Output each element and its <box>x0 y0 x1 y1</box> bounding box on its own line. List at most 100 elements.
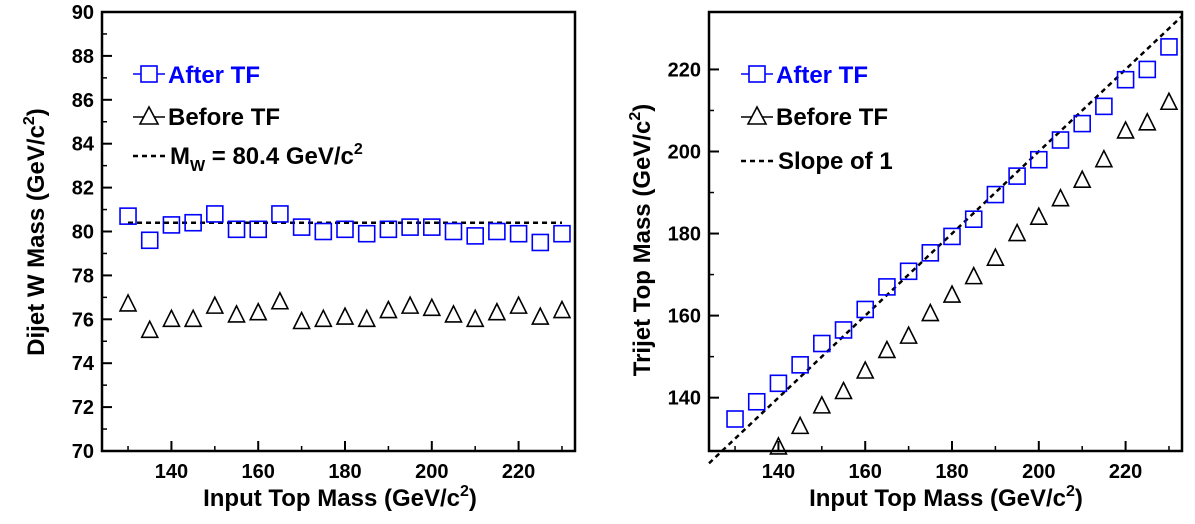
x-tick-label: 160 <box>849 461 882 483</box>
plot-marks <box>708 15 1183 465</box>
data-point-before-tf <box>834 380 853 400</box>
data-point-before-tf <box>118 293 138 312</box>
x-axis-label-superscript: 2 <box>1066 483 1075 500</box>
x-tick-label: 180 <box>328 461 361 483</box>
data-point-after-tf <box>1051 131 1070 149</box>
data-point-after-tf <box>314 222 333 241</box>
data-point-after-tf <box>856 300 875 319</box>
data-point-before-tf <box>552 299 572 319</box>
plot-frame <box>707 10 1184 453</box>
data-point-before-tf <box>1116 120 1135 139</box>
data-point-after-tf <box>834 321 853 339</box>
y-tick-label: 200 <box>668 141 701 163</box>
data-point-before-tf <box>877 339 897 359</box>
reference-line-slope <box>708 15 1183 465</box>
data-point-before-tf <box>509 295 528 314</box>
data-point-after-tf <box>271 205 289 223</box>
legend-label-mw: MW = 80.4 GeV/c2 <box>170 141 363 175</box>
data-point-before-tf <box>964 265 984 285</box>
x-axis-label-text: Input Top Mass (GeV/c <box>809 485 1066 512</box>
data-point-before-tf <box>227 304 246 323</box>
y-tick-label: 84 <box>72 134 95 156</box>
data-point-before-tf <box>357 308 377 328</box>
data-point-after-tf <box>444 222 463 241</box>
data-point-after-tf <box>227 220 246 239</box>
data-point-before-tf <box>270 290 290 310</box>
y-tick-label: 86 <box>72 90 94 112</box>
data-point-after-tf <box>878 278 896 296</box>
data-point-after-tf <box>292 218 311 236</box>
data-point-after-tf <box>422 218 441 236</box>
data-point-before-tf <box>422 297 442 317</box>
x-tick-label: 200 <box>1022 461 1055 483</box>
data-point-after-tf <box>140 231 159 250</box>
legend-label-mw-sub: W <box>190 158 206 175</box>
x-tick-label: 200 <box>415 461 448 483</box>
y-axis-label-end: ) <box>23 108 50 116</box>
x-axis-label-superscript: 2 <box>460 483 469 500</box>
legend-label-after-tf: After TF <box>776 62 868 89</box>
data-point-before-tf <box>530 306 550 325</box>
data-point-after-tf <box>943 227 961 246</box>
y-tick-label: 76 <box>72 309 94 331</box>
data-point-before-tf <box>487 301 507 321</box>
data-point-before-tf <box>314 308 333 328</box>
data-point-before-tf <box>942 284 962 303</box>
data-point-before-tf <box>1051 187 1070 207</box>
x-tick-label: 220 <box>502 461 535 483</box>
data-point-before-tf <box>379 299 398 319</box>
data-point-after-tf <box>1029 150 1048 169</box>
data-point-after-tf <box>206 205 224 223</box>
legend-triangle-icon <box>746 105 768 125</box>
data-point-after-tf <box>184 213 202 232</box>
y-axis-label: Dijet W Mass (GeV/c2) <box>21 108 50 356</box>
x-tick-label: 160 <box>242 461 275 483</box>
y-tick-label: 140 <box>668 388 701 410</box>
x-tick-label: 220 <box>1109 461 1142 483</box>
data-point-before-tf <box>855 360 875 379</box>
legend-label-mw-sup: 2 <box>354 141 363 158</box>
x-axis-label-end: ) <box>1075 485 1083 512</box>
x-tick-label: 140 <box>762 461 795 483</box>
x-tick-label: 140 <box>155 461 188 483</box>
data-point-after-tf <box>488 222 506 241</box>
x-axis-label: Input Top Mass (GeV/c2) <box>809 483 1083 512</box>
y-tick-label: 160 <box>668 306 701 328</box>
dijet-w-mass-panel: 70 72 74 76 78 80 82 84 86 88 90 140 160 180 200 220 D… <box>21 2 577 512</box>
legend-item-after-tf: After TF <box>741 62 868 89</box>
y-axis-label-end: ) <box>629 104 656 112</box>
x-axis-label-end: ) <box>469 485 477 512</box>
plot-marks <box>118 205 572 339</box>
data-point-before-tf <box>1072 169 1092 189</box>
y-axis-label: Trijet Top Mass (GeV/c2) <box>627 104 656 377</box>
y-axis-ticks: 70 72 74 76 78 80 82 84 86 88 90 <box>72 2 112 463</box>
data-point-after-tf <box>531 233 550 252</box>
x-axis-ticks: 140 160 180 200 220 <box>734 441 1170 483</box>
legend-square-icon <box>140 65 158 83</box>
data-point-before-tf <box>1137 111 1157 131</box>
data-point-after-tf <box>986 185 1005 204</box>
x-axis-label-text: Input Top Mass (GeV/c <box>203 485 460 512</box>
data-point-after-tf <box>791 356 809 374</box>
data-point-before-tf <box>769 436 788 455</box>
data-point-after-tf <box>1095 97 1113 116</box>
y-tick-label: 90 <box>72 2 94 24</box>
data-point-before-tf <box>812 395 832 414</box>
data-point-after-tf <box>899 262 918 281</box>
y-axis-label-superscript: 2 <box>21 116 38 125</box>
data-point-before-tf <box>1094 148 1114 168</box>
y-axis-label-superscript: 2 <box>627 112 644 121</box>
data-point-before-tf <box>292 310 311 330</box>
data-point-after-tf <box>964 210 983 228</box>
data-point-after-tf <box>162 216 181 234</box>
data-point-after-tf <box>249 220 268 239</box>
data-point-after-tf <box>1073 114 1091 133</box>
data-point-before-tf <box>248 301 268 321</box>
data-point-before-tf <box>183 308 203 328</box>
legend-label-before-tf: Before TF <box>168 104 280 131</box>
data-point-before-tf <box>790 415 810 435</box>
data-point-after-tf <box>466 227 484 245</box>
legend: After TF Before TF MW = 80.4 GeV/c2 <box>133 62 363 175</box>
data-point-before-tf <box>986 247 1005 266</box>
